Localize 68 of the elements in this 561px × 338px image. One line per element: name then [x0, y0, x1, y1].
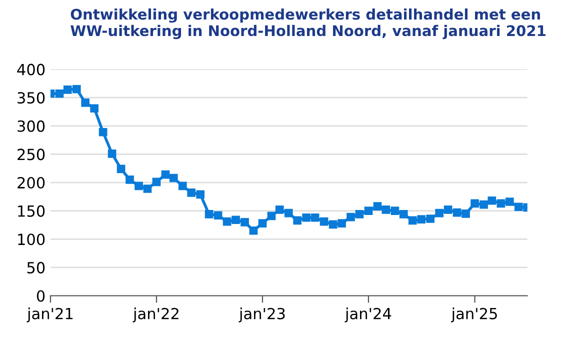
y-tick-label: 100: [18, 234, 45, 246]
point: [222, 217, 232, 226]
y-tick-label: 400: [17, 64, 45, 76]
point: [284, 208, 293, 218]
point: [364, 206, 373, 215]
point: [249, 226, 258, 235]
y-tick-label: 250: [18, 148, 45, 160]
point: [355, 210, 364, 218]
point: [373, 202, 382, 210]
point: [390, 206, 400, 215]
y-tick-label: 50: [27, 262, 45, 274]
chart-title: Ontwikkeling verkoopmedewerkers detailhandel met een WW-uitkering in Noord-Holland Noord, vanaf januari 2021: [70, 8, 546, 40]
point: [134, 182, 143, 190]
x-tick-label: jan'23: [238, 308, 285, 322]
point: [417, 215, 426, 224]
point: [488, 196, 496, 205]
point: [444, 206, 452, 214]
y-tick-label: 350: [18, 92, 45, 104]
point: [187, 188, 196, 197]
point: [126, 176, 134, 184]
x-tick-label: jan'24: [344, 308, 392, 322]
point: [258, 219, 267, 228]
point: [310, 213, 320, 222]
point: [399, 210, 408, 218]
point: [293, 216, 302, 225]
point: [338, 219, 346, 228]
point: [108, 149, 116, 158]
point: [480, 200, 488, 209]
point: [470, 199, 479, 208]
point: [143, 184, 152, 193]
point: [72, 84, 81, 94]
point: [214, 211, 222, 220]
x-tick-label: jan'22: [132, 308, 178, 322]
point: [90, 104, 99, 113]
point: [169, 174, 178, 182]
point: [63, 86, 72, 94]
point: [81, 98, 90, 107]
point: [505, 198, 514, 206]
point: [204, 210, 214, 218]
point: [196, 190, 205, 199]
point: [55, 89, 64, 98]
point: [161, 170, 170, 179]
point: [240, 218, 249, 226]
point: [452, 208, 462, 217]
x-tick-label: jan'21: [26, 308, 73, 322]
point: [232, 216, 240, 224]
x-tick-label: jan'25: [451, 308, 497, 322]
y-tick-label: 200: [18, 176, 45, 189]
point: [382, 206, 390, 214]
point: [435, 208, 444, 218]
point: [514, 202, 523, 212]
y-tick-label: 150: [18, 205, 45, 217]
point: [98, 128, 108, 136]
point: [275, 206, 284, 214]
y-tick-label: 300: [18, 120, 45, 132]
point: [328, 220, 338, 229]
point: [302, 213, 311, 222]
point: [267, 212, 276, 220]
point: [320, 217, 328, 226]
point: [116, 164, 126, 174]
point: [178, 182, 187, 190]
point: [496, 199, 506, 208]
point: [462, 209, 470, 218]
point: [152, 178, 161, 186]
point: [346, 212, 355, 222]
y-tick-label: 0: [36, 290, 45, 302]
point: [408, 216, 417, 225]
point: [426, 214, 435, 223]
